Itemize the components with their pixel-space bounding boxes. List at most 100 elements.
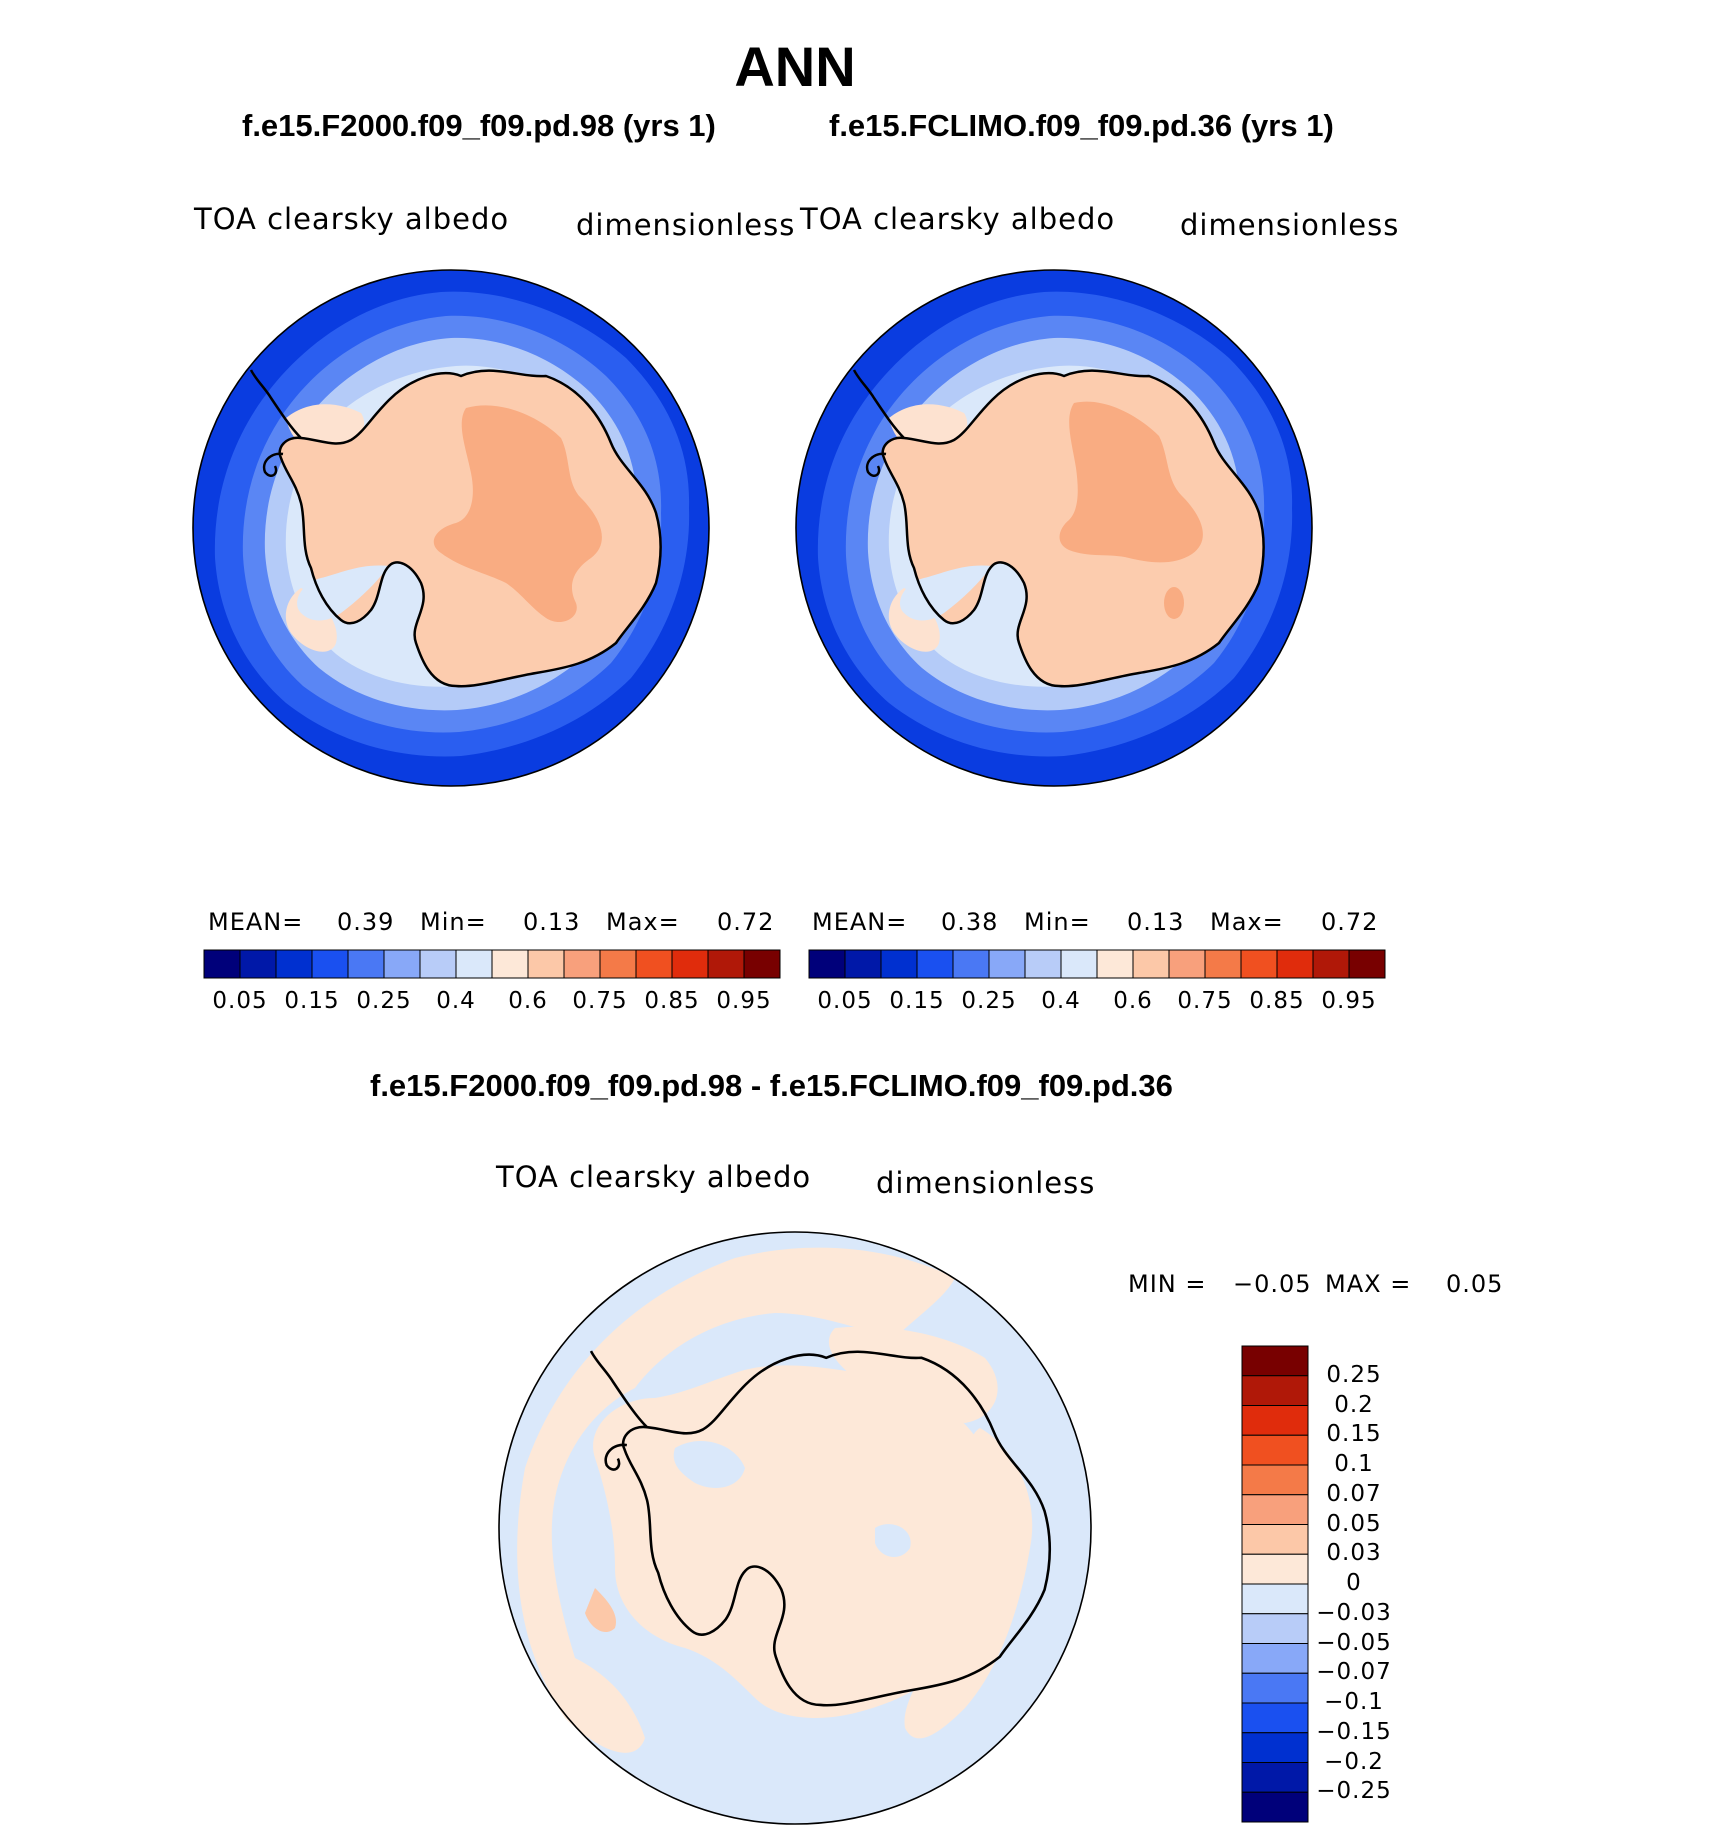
colorbar-tick-label: 0.25 [356,988,412,1014]
colorbar-swatch [880,949,918,979]
colorbar-swatch [1276,949,1314,979]
colorbar-swatch [1132,949,1170,979]
colorbar-swatch [988,949,1026,979]
colorbar-tick-label: 0.95 [1321,988,1377,1014]
colorbar-swatch [1060,949,1098,979]
colorbar-swatch [1312,949,1350,979]
colorbar-swatch [1241,1345,1309,1377]
panel2-mean-value: 0.38 [941,908,999,936]
colorbar-tick-label: 0.25 [961,988,1017,1014]
colorbar-swatch [1241,1494,1309,1525]
colorbar-swatch [563,949,601,979]
colorbar-swatch [1168,949,1206,979]
colorbar-swatch [707,949,745,979]
colorbar-swatch [1241,1762,1309,1793]
colorbar-tick-label: −0.15 [1316,1718,1392,1745]
colorbar-tick-label: 0.03 [1326,1540,1382,1567]
panel1-map [192,269,710,787]
colorbar-swatch [275,949,313,979]
diff-min-label: MIN = [1128,1270,1207,1298]
colorbar-tick-label: 0.07 [1326,1480,1382,1507]
diff-min-value: −0.05 [1233,1270,1312,1298]
colorbar-tick-label: −0.1 [1324,1689,1384,1715]
colorbar-swatch [1241,1375,1309,1406]
colorbar-tick-label: 0.85 [1249,988,1305,1014]
colorbar-swatch [1241,1791,1309,1823]
antarctica-plateau [1059,401,1203,563]
colorbar-tick-label: 0.95 [716,988,772,1014]
panel1-min-value: 0.13 [523,908,581,936]
colorbar-swatch [1241,1583,1309,1615]
colorbar-swatch [844,949,882,979]
colorbar-swatch [455,949,493,979]
panel2-case-title: f.e15.FCLIMO.f09_f09.pd.36 (yrs 1) [829,108,1334,143]
colorbar-swatch [1241,1672,1309,1704]
colorbar-swatch [952,949,990,979]
panel2-mean-label: MEAN= [812,908,908,936]
colorbar-swatch [1241,1553,1309,1585]
colorbar-swatch [1204,949,1242,979]
colorbar-swatch [1096,949,1134,979]
colorbar-tick-label: 0.75 [572,988,628,1014]
colorbar-swatch [383,949,421,979]
colorbar-swatch [635,949,673,979]
colorbar-tick-label: 0.2 [1334,1391,1374,1418]
colorbar-tick-label: −0.07 [1316,1659,1392,1686]
colorbar-tick-label: 0.85 [644,988,700,1014]
colorbar-swatch [1241,1405,1309,1436]
colorbar-tick-label: 0.1 [1334,1451,1374,1477]
colorbar-swatch [1024,949,1062,979]
colorbar-swatch [916,949,954,979]
colorbar-swatch [1241,1434,1309,1466]
colorbar-tick-label: −0.03 [1316,1599,1392,1626]
panel1-min-label: Min= [420,908,487,936]
colorbar-tick-label: 0.05 [1326,1510,1382,1537]
colorbar-tick-label: 0.4 [1041,988,1081,1014]
diff-variable-label: TOA clearsky albedo [496,1160,812,1194]
diff-case-title: f.e15.F2000.f09_f09.pd.98 - f.e15.FCLIMO… [370,1068,1173,1103]
diff-map [498,1231,1092,1825]
colorbar-tick-label: 0.05 [212,988,268,1014]
colorbar-swatch [491,949,529,979]
antarctica-plateau [433,405,602,623]
diff-warm-region-1 [517,1247,955,1753]
diff-max-value: 0.05 [1446,1270,1504,1298]
colorbar-swatch [1241,1464,1309,1496]
colorbar-tick-label: 0.6 [1113,988,1153,1014]
panel1-max-value: 0.72 [717,908,775,936]
panel2-map [795,269,1313,787]
colorbar-swatch [599,949,637,979]
panel1-units-label: dimensionless [576,208,796,242]
colorbar-swatch [347,949,385,979]
panel1-max-label: Max= [606,908,680,936]
colorbar-tick-label: −0.25 [1316,1778,1392,1805]
colorbar-tick-label: 0.15 [889,988,945,1014]
colorbar-tick-label: 0.15 [1326,1421,1382,1448]
panel1-case-title: f.e15.F2000.f09_f09.pd.98 (yrs 1) [242,108,716,143]
panel1-variable-label: TOA clearsky albedo [194,202,510,236]
colorbar-swatch [419,949,457,979]
panel2-units-label: dimensionless [1180,208,1400,242]
diff-colorbar [1241,1345,1309,1823]
diff-units-label: dimensionless [876,1166,1096,1200]
colorbar-swatch [1240,949,1278,979]
colorbar-tick-label: 0 [1346,1570,1362,1596]
colorbar-swatch [1241,1524,1309,1555]
panel2-min-label: Min= [1024,908,1091,936]
colorbar-swatch [671,949,709,979]
colorbar-tick-label: −0.2 [1324,1748,1384,1775]
panel2-colorbar [808,949,1386,979]
colorbar-swatch [1241,1643,1309,1674]
colorbar-swatch [1241,1702,1309,1734]
colorbar-tick-label: 0.6 [508,988,548,1014]
colorbar-tick-label: 0.4 [436,988,476,1014]
colorbar-swatch [1348,949,1386,979]
panel1-mean-label: MEAN= [208,908,304,936]
colorbar-tick-label: 0.15 [284,988,340,1014]
colorbar-tick-label: 0.05 [817,988,873,1014]
colorbar-swatch [239,949,277,979]
colorbar-swatch [203,949,241,979]
panel1-mean-value: 0.39 [337,908,395,936]
colorbar-tick-label: 0.25 [1326,1361,1382,1388]
colorbar-swatch [311,949,349,979]
